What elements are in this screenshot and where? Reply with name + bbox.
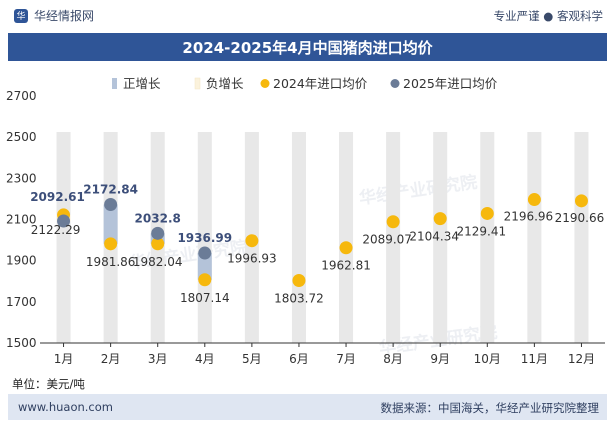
label-2025: 2172.84 xyxy=(83,183,138,197)
unit-label: 单位：美元/吨 xyxy=(12,377,85,391)
top-bar: 华 华经情报网 专业严谨 ● 客观科学 xyxy=(0,0,615,30)
legend: 正增长 负增长 2024年进口均价 2025年进口均价 xyxy=(112,76,498,91)
legend-marker-dot xyxy=(260,79,270,88)
increase-bar xyxy=(197,253,212,280)
point-2024 xyxy=(480,206,494,220)
y-tick-label: 2100 xyxy=(6,213,37,227)
x-tick-label: 6月 xyxy=(289,352,309,366)
x-tick-label: 4月 xyxy=(195,352,215,366)
label-2024: 2122.29 xyxy=(31,223,81,237)
y-tick-label: 2300 xyxy=(6,171,37,185)
brand[interactable]: 华 华经情报网 xyxy=(14,7,94,24)
y-tick-label: 2700 xyxy=(6,89,37,103)
point-2024 xyxy=(433,212,447,226)
label-2024: 2104.34 xyxy=(409,230,459,244)
y-tick-label: 1900 xyxy=(6,254,37,268)
chart-title: 2024-2025年4月中国猪肉进口均价 xyxy=(8,33,607,61)
point-2024 xyxy=(104,237,118,251)
label-2025: 2092.61 xyxy=(30,190,85,204)
watermark-text: 华经产业研究院 xyxy=(358,172,479,209)
legend-marker-up xyxy=(112,78,117,89)
point-2025 xyxy=(57,214,71,228)
category-bands xyxy=(56,132,589,343)
x-tick-label: 10月 xyxy=(474,352,501,366)
legend-marker-down xyxy=(194,77,201,90)
data-points xyxy=(57,193,588,287)
label-2024: 1996.93 xyxy=(227,252,277,266)
label-2024: 2089.07 xyxy=(362,233,412,247)
legend-label: 2024年进口均价 xyxy=(273,76,368,91)
point-2024 xyxy=(292,273,306,287)
brand-name: 华经情报网 xyxy=(34,9,95,23)
category-band xyxy=(433,132,448,343)
label-2024: 2190.66 xyxy=(555,211,605,225)
point-2024 xyxy=(198,273,212,287)
y-axis: 2700 2500 2300 2100 1900 1700 1500 xyxy=(6,89,37,350)
point-2024 xyxy=(386,215,400,229)
label-2024: 1803.72 xyxy=(274,291,324,305)
x-tick-label: 12月 xyxy=(568,352,595,366)
category-band xyxy=(197,132,212,343)
category-band xyxy=(56,132,71,343)
y-tick-label: 1700 xyxy=(6,295,37,309)
point-2025 xyxy=(198,246,212,260)
category-band xyxy=(339,132,354,343)
x-tick-label: 9月 xyxy=(430,352,450,366)
label-2024: 2196.96 xyxy=(504,210,554,224)
point-2025 xyxy=(104,198,118,212)
point-2024 xyxy=(339,241,353,255)
footer-url[interactable]: www.huaon.com xyxy=(18,400,113,414)
label-2024: 1962.81 xyxy=(321,259,371,273)
point-2024 xyxy=(527,193,541,207)
point-2024 xyxy=(245,234,259,248)
label-2024: 2129.41 xyxy=(456,224,506,238)
legend-label: 正增长 xyxy=(123,76,161,91)
point-2024 xyxy=(574,194,588,208)
category-band xyxy=(527,132,542,343)
legend-label: 负增长 xyxy=(206,76,244,91)
legend-marker-dot xyxy=(390,79,400,88)
point-2024 xyxy=(151,237,165,251)
label-2024: 1982.04 xyxy=(133,255,183,269)
x-tick-label: 5月 xyxy=(242,352,262,366)
x-tick-label: 8月 xyxy=(383,352,403,366)
footer-source: 数据来源：中国海关，华经产业研究院整理 xyxy=(380,401,600,415)
label-2024: 1981.86 xyxy=(86,255,136,269)
x-tick-label: 3月 xyxy=(148,352,168,366)
category-band xyxy=(574,132,589,343)
tagline: 专业严谨 ● 客观科学 xyxy=(493,9,603,23)
x-tick-label: 2月 xyxy=(101,352,121,366)
x-tick-label: 1月 xyxy=(54,352,74,366)
footer: www.huaon.com 数据来源：中国海关，华经产业研究院整理 xyxy=(8,394,607,420)
y-tick-label: 2500 xyxy=(6,130,37,144)
x-axis: 1月 2月 3月 4月 5月 6月 7月 8月 9月 10月 11月 12月 xyxy=(54,343,595,366)
label-2025: 1936.99 xyxy=(177,231,232,245)
category-band xyxy=(291,132,306,343)
label-2025: 2032.8 xyxy=(135,211,181,225)
increase-bar xyxy=(103,204,118,244)
brand-logo-icon: 华 xyxy=(14,8,28,23)
x-tick-label: 11月 xyxy=(521,352,548,366)
point-2025 xyxy=(151,226,165,240)
legend-label: 2025年进口均价 xyxy=(403,76,498,91)
category-band xyxy=(480,132,495,343)
y-tick-label: 1500 xyxy=(6,336,37,350)
label-2024: 1807.14 xyxy=(180,291,230,305)
x-tick-label: 7月 xyxy=(336,352,356,366)
category-band xyxy=(386,132,401,343)
